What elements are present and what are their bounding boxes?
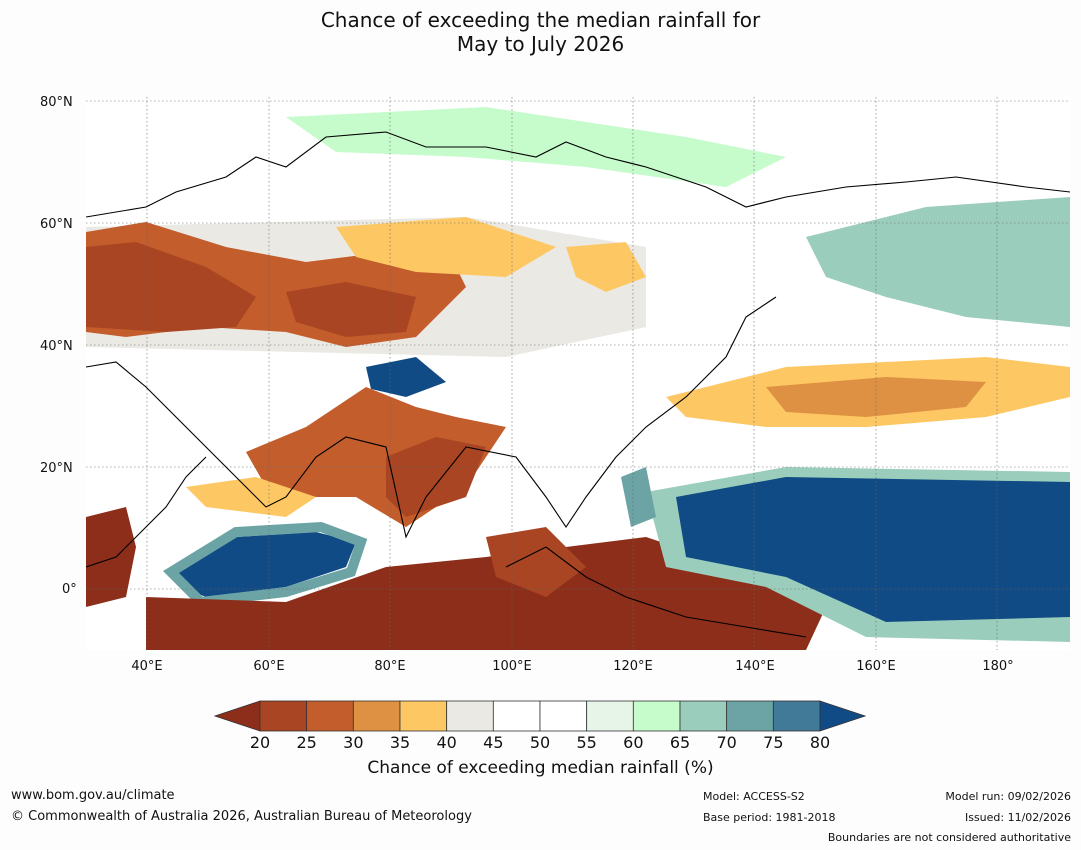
colorbar-cell [259,700,308,732]
lat-label-0: 0° [62,582,77,597]
title-line-1: Chance of exceeding the median rainfall … [320,8,761,32]
lon-label-100e: 100°E [492,659,532,674]
colorbar-extend-high [819,700,866,732]
colorbar [214,700,866,732]
wet-region-north-pacific [806,197,1070,327]
dry-region-sumatra [486,527,586,597]
colorbar-cell [772,700,821,732]
colorbar-cell [399,700,448,732]
colorbar-cell [586,700,634,732]
chart-title: Chance of exceeding the median rainfall … [0,8,1081,56]
colorbar-tick-label: 20 [249,733,271,752]
issued-text: Issued: 11/02/2026 [964,811,1071,824]
wet-region-west-pacific [676,477,1070,622]
very-dry-region-bay-of-bengal [386,437,486,517]
colorbar-cell [492,700,541,732]
colorbar-cell [679,700,728,732]
rainfall-map [86,97,1070,650]
moderate-dry-region-mongolia [336,217,556,277]
colorbar-tick-label: 50 [529,733,551,752]
dry-region-tibet [286,282,416,337]
colorbar-tick-label: 35 [389,733,411,752]
colorbar-tick-label: 40 [436,733,457,752]
lon-label-40e: 40°E [131,659,163,674]
colorbar-cell [306,700,354,732]
colorbar-tick-label: 25 [296,733,317,752]
moderate-dry-region-siberia [566,242,646,292]
colorbar-tick-label: 80 [809,733,831,752]
coastlines [86,131,1070,638]
lat-label-60n: 60°N [40,217,73,232]
moderate-dry-region-arabian-sea [186,477,316,517]
very-dry-region-east-africa [86,507,136,607]
lon-label-180: 180° [982,659,1014,674]
colorbar-label: Chance of exceeding median rainfall (%) [367,758,714,778]
model-run-text: Model run: 09/02/2026 [945,790,1071,803]
colorbar-tick-label: 55 [576,733,597,752]
disclaimer-text: Boundaries are not considered authoritat… [827,831,1071,844]
wet-region-himalaya [366,357,446,397]
colorbar-tick-label: 45 [483,733,504,752]
colorbar-cells [214,700,866,732]
lat-label-80n: 80°N [40,95,73,110]
moderate-wet-region-siberia [286,107,786,187]
colorbar-cell [446,700,494,732]
wet-region-indian-ocean [176,532,356,597]
model-text: Model: ACCESS-S2 [703,790,805,803]
map-gridlines [86,97,1070,650]
colorbar-cell [726,700,774,732]
colorbar-tick-label: 65 [669,733,691,752]
colorbar-tick-label: 75 [763,733,784,752]
lat-label-40n: 40°N [40,339,73,354]
base-period-text: Base period: 1981-2018 [703,811,836,824]
very-dry-region-caspian [86,242,256,332]
lat-label-20n: 20°N [40,461,73,476]
lon-label-160e: 160°E [856,659,896,674]
colorbar-cell [632,700,681,732]
wet-region-philippines [621,467,656,527]
lon-label-120e: 120°E [613,659,653,674]
lon-label-60e: 60°E [253,659,285,674]
colorbar-tick-label: 60 [623,733,644,752]
lon-label-80e: 80°E [374,659,406,674]
title-line-2: May to July 2026 [456,32,625,56]
website-link[interactable]: www.bom.gov.au/climate [11,788,175,803]
lon-label-140e: 140°E [735,659,775,674]
very-dry-region-maritime-continent [146,537,826,650]
colorbar-tick-label: 70 [716,733,737,752]
copyright-text: © Commonwealth of Australia 2026, Austra… [11,809,472,824]
colorbar-cell [539,700,588,732]
colorbar-cell [352,700,401,732]
colorbar-extend-low [214,700,261,732]
colorbar-tick-label: 30 [343,733,364,752]
